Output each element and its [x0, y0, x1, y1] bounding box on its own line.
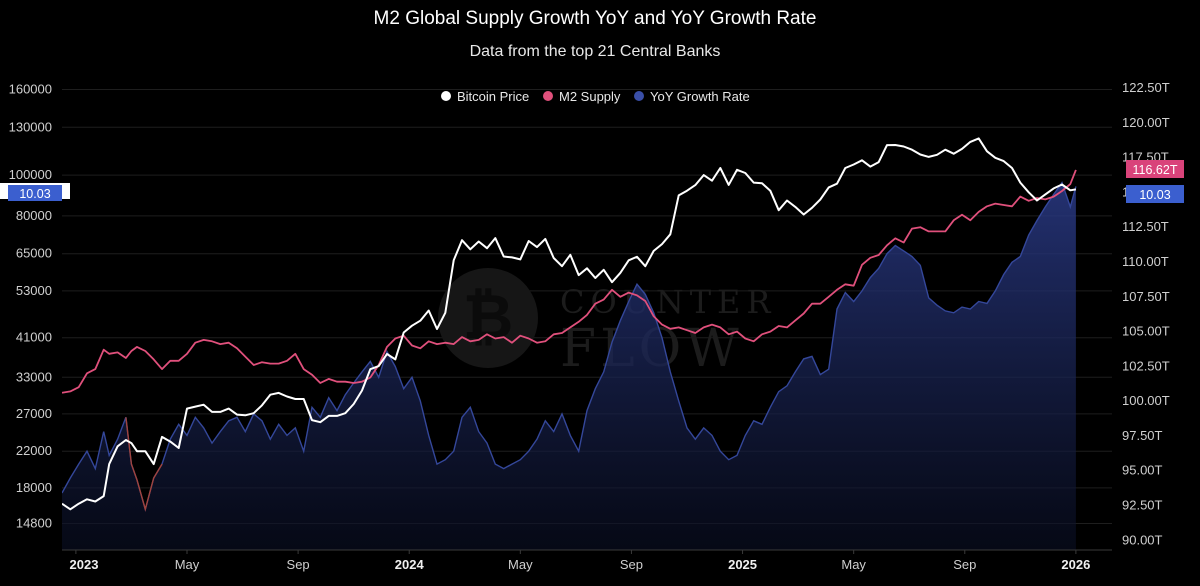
- left-tick-label: 65000: [16, 246, 52, 261]
- left-tick-label: 100000: [9, 167, 52, 182]
- chart-subtitle: Data from the top 21 Central Banks: [470, 43, 721, 60]
- legend-item-yoy[interactable]: YoY Growth Rate: [634, 89, 750, 104]
- legend-marker-bitcoin: [441, 91, 451, 101]
- left-tick-label: 14800: [16, 516, 52, 531]
- m2-badge-shape: [1126, 160, 1184, 178]
- left-tick-label: 27000: [16, 406, 52, 421]
- right-tick-label: 120.00T: [1122, 115, 1170, 130]
- right-tick-label: 107.50T: [1122, 289, 1170, 304]
- yoy-badge-value: 10.03: [1139, 188, 1170, 202]
- right-tick-label: 90.00T: [1122, 532, 1163, 547]
- legend-label-bitcoin: Bitcoin Price: [457, 89, 529, 104]
- left-current-badge: 10.03: [0, 183, 70, 201]
- left-tick-label: 130000: [9, 119, 52, 134]
- left-tick-label: 33000: [16, 369, 52, 384]
- m2-current-badge: 116.62T: [1126, 160, 1184, 178]
- legend-marker-yoy: [634, 91, 644, 101]
- right-tick-label: 102.50T: [1122, 358, 1170, 373]
- right-tick-label: 105.00T: [1122, 324, 1170, 339]
- x-tick-label: 2026: [1061, 557, 1090, 572]
- right-tick-label: 95.00T: [1122, 463, 1163, 478]
- legend: Bitcoin Price M2 Supply YoY Growth Rate: [441, 89, 750, 104]
- legend-label-m2: M2 Supply: [559, 89, 621, 104]
- left-tick-label: 18000: [16, 480, 52, 495]
- x-tick-label: May: [841, 557, 866, 572]
- legend-item-bitcoin[interactable]: Bitcoin Price: [441, 89, 529, 104]
- m2-badge-value: 116.62T: [1133, 163, 1178, 177]
- left-tick-label: 53000: [16, 283, 52, 298]
- x-tick-label: Sep: [287, 557, 310, 572]
- yoy-growth-line: [62, 181, 1077, 512]
- legend-label-yoy: YoY Growth Rate: [650, 89, 750, 104]
- left-badge-value: 10.03: [19, 187, 50, 201]
- chart-title: M2 Global Supply Growth YoY and YoY Grow…: [374, 8, 817, 29]
- x-tick-label: May: [175, 557, 200, 572]
- left-tick-label: 160000: [9, 81, 52, 96]
- x-tick-label: 2024: [395, 557, 425, 572]
- watermark-line1: COUNTER: [560, 283, 776, 321]
- legend-item-m2[interactable]: M2 Supply: [543, 89, 621, 104]
- right-tick-label: 100.00T: [1122, 393, 1170, 408]
- right-tick-label: 112.50T: [1122, 219, 1169, 234]
- right-tick-label: 110.00T: [1122, 254, 1169, 269]
- left-axis: 14800 18000 22000 27000 33000 41000 53000 65000…: [9, 81, 52, 530]
- x-tick-label: 2025: [728, 557, 757, 572]
- left-tick-label: 80000: [16, 208, 52, 223]
- yoy-growth-area: [62, 182, 1076, 550]
- left-tick-label: 41000: [16, 330, 52, 345]
- right-axis: 90.00T 92.50T 95.00T 97.50T 100.00T 102.50T 10…: [1122, 80, 1170, 547]
- x-tick-label: 2023: [70, 557, 99, 572]
- left-tick-label: 22000: [16, 443, 52, 458]
- right-tick-label: 92.50T: [1122, 497, 1163, 512]
- series-layer: [62, 137, 1077, 550]
- x-tick-label: May: [508, 557, 533, 572]
- x-tick-label: Sep: [620, 557, 643, 572]
- x-tick-label: Sep: [953, 557, 976, 572]
- yoy-negative-segment: [125, 417, 163, 512]
- x-axis: 2023 May Sep 2024 May Sep 2025 May Sep 2026: [70, 550, 1090, 572]
- m2-supply-line: [62, 169, 1077, 394]
- yoy-current-badge: 10.03: [1126, 185, 1184, 203]
- legend-marker-m2: [543, 91, 553, 101]
- right-tick-label: 97.50T: [1122, 428, 1163, 443]
- left-badge-inner: [8, 185, 62, 201]
- bitcoin-price-line: [62, 137, 1077, 511]
- right-tick-label: 122.50T: [1122, 80, 1170, 95]
- yoy-badge-shape: [1126, 185, 1184, 203]
